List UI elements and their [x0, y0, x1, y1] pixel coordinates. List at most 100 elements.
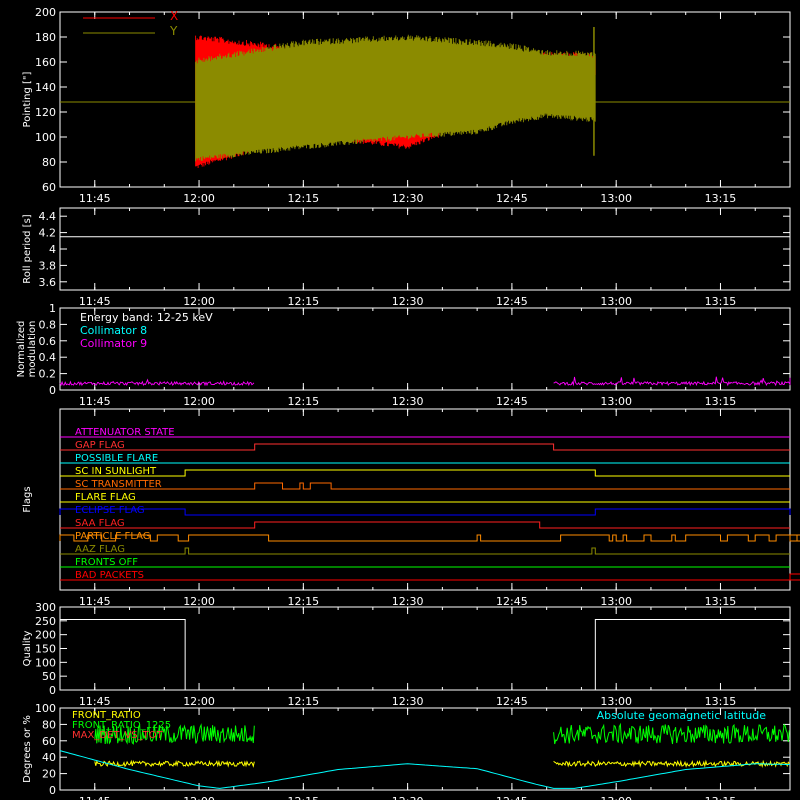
geomagnetic-latitude-trace	[59, 750, 791, 789]
y-tick-label: 150	[35, 643, 56, 656]
legend-label: Collimator 9	[80, 337, 147, 350]
panel-frame	[59, 408, 791, 591]
x-tick-label: 13:00	[600, 192, 632, 205]
panel-1: 11:45 12:00 12:15 12:30 12:45 13:00 13:15 3.6 3.…	[39, 207, 791, 308]
panel-2: 11:45 12:00 12:15 12:30 12:45 13:00 13:15 0 0.2 0…	[39, 302, 791, 408]
flag-label: FRONTS OFF	[75, 557, 138, 568]
flag-trace	[60, 573, 800, 581]
x-tick-label: 13:00	[600, 595, 632, 608]
flag-sc-transmitter: SC TRANSMITTER	[60, 479, 790, 490]
y-tick-label: 100	[35, 131, 56, 144]
front-ratio-trace	[553, 759, 790, 769]
x-tick-label: 12:15	[287, 795, 319, 800]
panel-5: 11:45 12:00 12:15 12:30 12:45 13:00 13:15 0 20 40…	[35, 702, 791, 800]
x-tick-label: 11:45	[79, 595, 111, 608]
x-tick-label: 11:45	[79, 795, 111, 800]
flag-gap-flag: GAP FLAG	[60, 440, 790, 451]
flag-trace	[60, 482, 790, 490]
legend-label-X: X	[170, 9, 178, 23]
flag-label: AAZ FLAG	[75, 544, 125, 555]
x-tick-label: 13:15	[705, 295, 737, 308]
y-tick-label: 200	[35, 6, 56, 19]
x-tick-label: 12:30	[392, 192, 424, 205]
x-tick-label: 13:15	[705, 192, 737, 205]
x-tick-label: 13:15	[705, 695, 737, 708]
flag-trace	[60, 547, 790, 555]
x-tick-label: 13:00	[600, 395, 632, 408]
y-tick-label: 0.8	[39, 318, 57, 331]
x-tick-label: 11:45	[79, 695, 111, 708]
flag-flare-flag: FLARE FLAG	[60, 492, 790, 503]
collimator-9-trace	[553, 376, 791, 387]
y-tick-label: 4	[49, 243, 56, 256]
x-tick-label: 12:45	[496, 295, 528, 308]
y-tick-label: 3.6	[39, 276, 57, 289]
flag-label: POSSIBLE FLARE	[75, 453, 158, 464]
flag-saa-flag: SAA FLAG	[60, 518, 790, 529]
y-tick-label: 0	[49, 784, 56, 797]
panel-frame	[59, 207, 791, 291]
flag-trace	[60, 521, 790, 529]
y-tick-label: 40	[42, 751, 56, 764]
x-tick-label: 12:00	[183, 695, 215, 708]
x-tick-label: 12:30	[392, 595, 424, 608]
x-tick-label: 12:45	[496, 192, 528, 205]
x-tick-label: 13:15	[705, 595, 737, 608]
legend-label: MAX_DET_VS_TOT	[72, 730, 164, 741]
legend-label: Collimator 8	[80, 324, 147, 337]
legend: XY	[83, 9, 178, 38]
series-Y	[195, 34, 596, 162]
x-tick-label: 13:15	[705, 795, 737, 800]
x-tick-label: 13:00	[600, 795, 632, 800]
y-axis-label: Pointing ["]	[22, 71, 33, 127]
pointing-series	[60, 27, 790, 168]
y-tick-label: 0.2	[39, 368, 57, 381]
y-tick-label: 0	[49, 384, 56, 397]
y-tick-label: 4.2	[39, 227, 57, 240]
panel-0: 11:45 12:00 12:15 12:30 12:45 13:00 13:15 60 80 1…	[35, 6, 791, 205]
panel-4: 11:45 12:00 12:15 12:30 12:45 13:00 13:15 05010…	[35, 601, 791, 708]
flag-label: SAA FLAG	[75, 518, 125, 529]
x-tick-label: 12:00	[183, 295, 215, 308]
x-tick-label: 11:45	[79, 295, 111, 308]
y-tick-label: 300	[35, 601, 56, 614]
y-tick-label: 4.4	[39, 210, 57, 223]
energy-band-annotation: Energy band: 12-25 keV	[80, 311, 213, 324]
x-tick-label: 12:45	[496, 595, 528, 608]
x-tick-label: 13:00	[600, 695, 632, 708]
y-axis-label: Roll period [s]	[22, 214, 33, 283]
legend-label: FRONT_RATIO	[72, 710, 141, 721]
y-tick-label: 180	[35, 31, 56, 44]
y-tick-label: 80	[42, 156, 56, 169]
x-tick-label: 11:45	[79, 395, 111, 408]
x-tick-label: 12:00	[183, 595, 215, 608]
flag-trace	[60, 469, 790, 477]
y-tick-label: 20	[42, 768, 56, 781]
y-tick-label: 140	[35, 81, 56, 94]
y-tick-label: 60	[42, 181, 56, 194]
y-axis-label: Flags	[22, 486, 33, 512]
y-tick-label: 3.8	[39, 259, 57, 272]
flag-trace	[59, 508, 791, 516]
y-tick-label: 100	[35, 702, 56, 715]
panel-frame	[59, 307, 791, 391]
flag-label: PARTICLE FLAG	[75, 531, 151, 542]
flag-trace	[60, 443, 790, 451]
flag-attenuator-state: ATTENUATOR STATE	[60, 427, 790, 438]
flag-label: SC TRANSMITTER	[75, 479, 162, 490]
flag-label: SC IN SUNLIGHT	[75, 466, 157, 477]
y-tick-label: 1	[49, 302, 56, 315]
legend-label-Y: Y	[169, 24, 178, 38]
front-ratio-1225-trace	[94, 723, 255, 745]
collimator-9-trace	[59, 378, 255, 387]
x-tick-label: 12:00	[183, 395, 215, 408]
quality-trace	[60, 618, 790, 691]
panel-frame	[59, 11, 791, 188]
x-tick-label: 12:30	[392, 695, 424, 708]
x-tick-label: 13:00	[600, 295, 632, 308]
flag-fronts-off: FRONTS OFF	[60, 557, 790, 568]
x-tick-label: 12:15	[287, 192, 319, 205]
x-tick-label: 12:15	[287, 295, 319, 308]
y-axis-label: Normalizedmodulation	[16, 321, 38, 378]
y-tick-label: 100	[35, 656, 56, 669]
